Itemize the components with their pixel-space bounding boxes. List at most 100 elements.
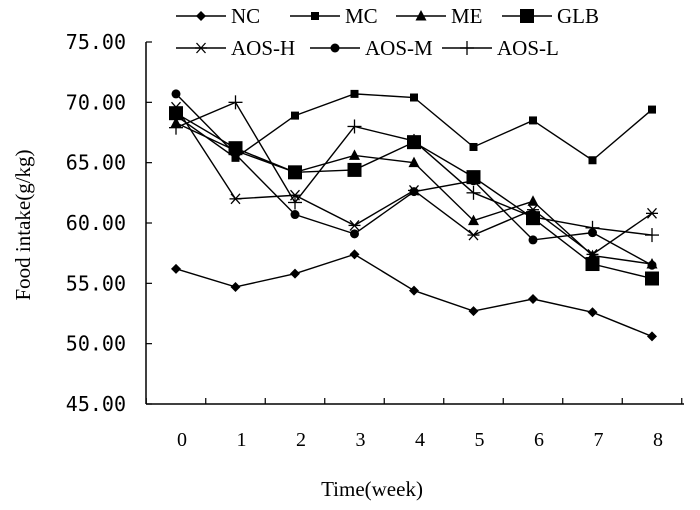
series-aos-l xyxy=(169,95,659,243)
y-axis-label: Food intake(g/kg) xyxy=(11,149,35,300)
series-nc-point xyxy=(528,294,538,305)
series-aos-m-point xyxy=(231,149,240,159)
legend: NC MC ME GLB AOS-H AOS-M AOS-L xyxy=(176,4,599,60)
legend-item-me: ME xyxy=(396,4,483,28)
legend-item-nc: NC xyxy=(176,4,260,28)
x-tick-label: 5 xyxy=(475,429,485,451)
series-glb-point xyxy=(288,165,302,180)
legend-marker-aos-l xyxy=(460,41,474,55)
series-glb-point xyxy=(585,257,600,272)
series-aos-h-point-stroke-d2 xyxy=(468,229,479,241)
y-tick-label: 60.00 xyxy=(66,211,126,235)
series-aos-h-point xyxy=(527,204,539,216)
series-aos-h-point xyxy=(229,193,242,205)
y-tick-label: 45.00 xyxy=(66,392,126,416)
series-mc-point-shape xyxy=(469,142,478,151)
series-nc-point xyxy=(349,249,360,260)
x-tick-label: 6 xyxy=(534,429,544,451)
series-glb-point xyxy=(347,162,362,177)
series-nc-point-shape xyxy=(468,306,479,317)
series-glb-point-shape xyxy=(288,165,302,180)
legend-marker-me xyxy=(415,10,427,21)
series-aos-l-point xyxy=(585,220,600,235)
series-nc xyxy=(171,249,657,342)
series-aos-l-point xyxy=(645,228,659,243)
legend-item-mc: MC xyxy=(290,4,378,28)
legend-item-aos-l: AOS-L xyxy=(442,36,559,60)
legend-label-me: ME xyxy=(451,4,483,28)
series-aos-m-point-shape xyxy=(409,187,419,197)
x-tick-label: 0 xyxy=(177,429,187,451)
series-aos-m-point xyxy=(528,235,538,245)
series-nc-point-shape xyxy=(528,294,538,305)
series-aos-m-point-shape xyxy=(350,229,359,239)
series-mc-point xyxy=(588,156,597,165)
series-aos-h-point-stroke-d2 xyxy=(528,204,538,216)
series-mc-point-shape xyxy=(350,89,359,98)
series-aos-h-point xyxy=(170,101,182,113)
legend-label-glb: GLB xyxy=(557,4,599,28)
legend-marker-glb xyxy=(520,9,534,23)
series-mc-point-shape xyxy=(529,116,537,125)
series-aos-l-point xyxy=(466,185,481,200)
series-aos-l-point xyxy=(407,133,421,148)
series-me-point-shape xyxy=(468,214,479,226)
series-aos-m-line xyxy=(175,93,653,266)
series-me-point xyxy=(408,156,420,168)
x-axis-label: Time(week) xyxy=(321,477,423,501)
series-mc-point-shape xyxy=(410,93,418,102)
series-aos-h-point-stroke-d2 xyxy=(647,207,657,219)
series-aos-l-point xyxy=(347,119,362,134)
series-mc-point xyxy=(648,105,656,114)
series-nc-point xyxy=(409,285,419,296)
series-nc-point-shape xyxy=(409,285,419,296)
series-aos-m-point xyxy=(171,89,181,99)
legend-item-glb: GLB xyxy=(502,4,599,28)
series-mc-point xyxy=(350,89,359,98)
series-mc-line xyxy=(175,93,653,162)
legend-marker-aos-m-shape xyxy=(330,43,340,53)
legend-item-aos-h: AOS-H xyxy=(176,36,295,60)
series-aos-h-point-stroke-d2 xyxy=(230,193,241,205)
series-aos-m-point-shape xyxy=(290,210,300,220)
legend-marker-aos-m xyxy=(330,43,340,53)
legend-label-nc: NC xyxy=(231,4,260,28)
series-aos-m-point-shape xyxy=(647,260,657,270)
x-tick-label: 4 xyxy=(415,429,425,451)
series-nc-point xyxy=(290,268,300,279)
series-mc-point xyxy=(529,116,537,125)
legend-label-mc: MC xyxy=(345,4,378,28)
y-tick-label: 70.00 xyxy=(66,90,126,114)
y-tick-label: 50.00 xyxy=(66,332,126,356)
series-aos-l-point xyxy=(228,95,243,110)
ticks: 45.00 50.00 55.00 60.00 65.00 70.00 75.00 0 1 2 3 4… xyxy=(66,30,683,451)
series-me-point-shape xyxy=(349,149,360,160)
series-aos-m-point xyxy=(647,260,657,270)
series-aos-h xyxy=(170,101,658,260)
series-aos-m-point-shape xyxy=(528,235,538,245)
legend-marker-me-shape xyxy=(415,10,427,21)
series-aos-m-point-shape xyxy=(469,176,478,186)
series-me-point xyxy=(468,214,479,226)
legend-label-aos-m: AOS-M xyxy=(365,36,433,60)
legend-marker-nc xyxy=(196,11,206,21)
series-aos-l-point xyxy=(169,120,183,135)
series-me-point xyxy=(527,195,539,206)
y-tick-label: 75.00 xyxy=(66,30,126,54)
series-mc-point xyxy=(410,93,418,102)
series-aos-l-point xyxy=(288,195,302,210)
series-nc-point xyxy=(230,281,241,292)
series-nc-point-shape xyxy=(647,331,657,342)
series-nc-point-shape xyxy=(230,281,241,292)
series-aos-h-line xyxy=(175,106,653,256)
series-mc-point-shape xyxy=(291,111,299,120)
series-glb-point-shape xyxy=(347,162,362,177)
x-tick-label: 1 xyxy=(237,429,247,451)
series-mc-point xyxy=(291,111,299,120)
legend-label-aos-h: AOS-H xyxy=(231,36,295,60)
legend-marker-mc-shape xyxy=(311,12,319,20)
series-aos-h-point-stroke-d2 xyxy=(587,248,598,260)
series-aos-m-point xyxy=(290,210,300,220)
series-me-point-shape xyxy=(527,195,539,206)
